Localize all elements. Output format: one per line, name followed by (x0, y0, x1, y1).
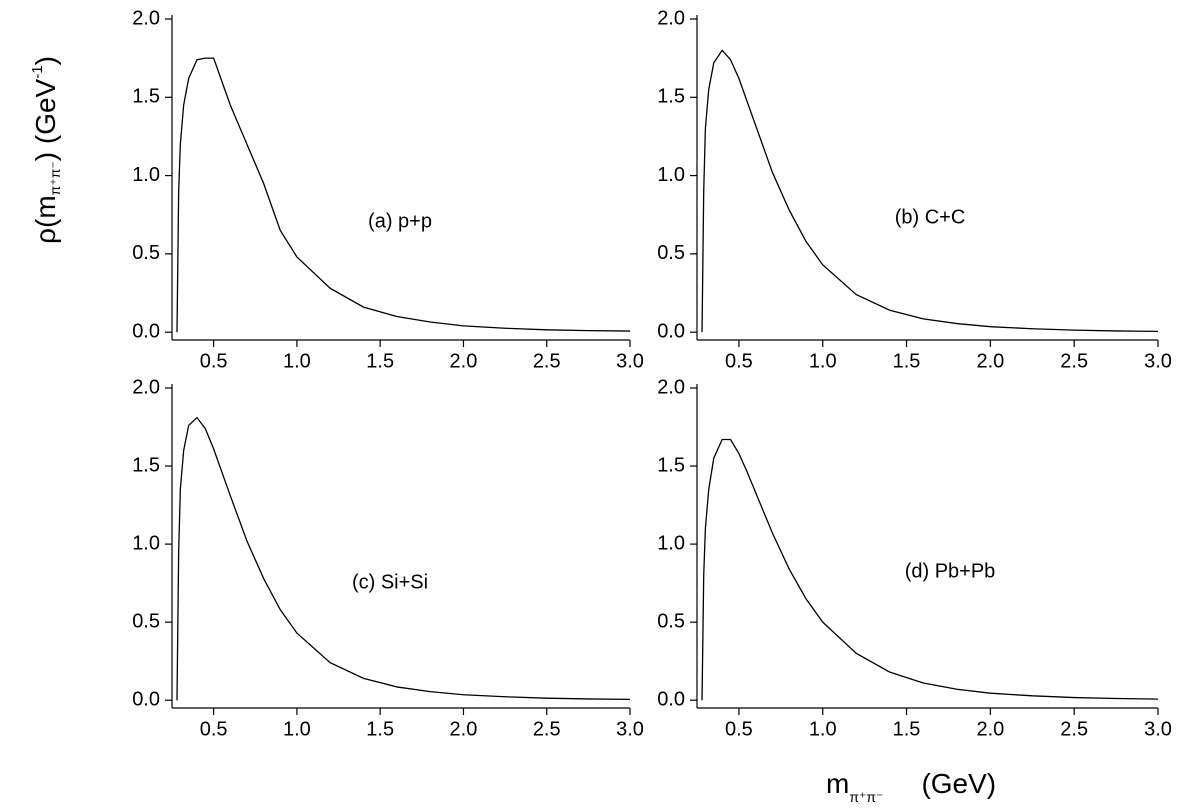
x-tick-label: 2.5 (1060, 718, 1088, 740)
x-tick-label: 2.0 (450, 718, 478, 740)
y-tick-label: 0.5 (657, 610, 685, 632)
y-tick-label: 1.5 (657, 86, 685, 108)
x-tick-label: 2.5 (533, 350, 561, 372)
data-line (176, 57, 631, 333)
x-tick-label: 2.0 (976, 350, 1004, 372)
y-tick-label: 1.0 (132, 532, 160, 554)
y-tick-label: 1.5 (657, 454, 685, 476)
x-tick-label: 2.0 (976, 718, 1004, 740)
y-tick-label: 2.0 (132, 7, 160, 29)
panel-annotation: (b) C+C (895, 206, 966, 228)
y-tick-label: 1.0 (657, 164, 685, 186)
y-tick-label: 0.0 (132, 688, 160, 710)
y-tick-label: 1.5 (132, 454, 160, 476)
y-tick-label: 0.5 (132, 610, 160, 632)
x-tick-label: 3.0 (616, 718, 644, 740)
y-axis-label: ρ(mπ⁺π⁻) (GeV-1) (29, 56, 63, 244)
y-tick-label: 2.0 (132, 376, 160, 398)
x-tick-label: 2.5 (1060, 350, 1088, 372)
x-tick-label: 1.5 (893, 718, 921, 740)
y-tick-label: 1.0 (657, 532, 685, 554)
x-tick-label: 1.5 (366, 718, 394, 740)
y-tick-label: 0.0 (657, 688, 685, 710)
x-tick-label: 1.0 (283, 718, 311, 740)
x-tick-label: 0.5 (200, 350, 228, 372)
data-line (176, 416, 631, 701)
data-line (701, 49, 1159, 333)
y-tick-label: 0.5 (657, 242, 685, 264)
y-tick-label: 2.0 (657, 376, 685, 398)
y-tick-label: 0.5 (132, 242, 160, 264)
y-tick-label: 1.0 (132, 164, 160, 186)
x-axis-label: mπ⁺π⁻ (GeV) (826, 768, 996, 804)
x-tick-label: 2.0 (450, 350, 478, 372)
x-tick-label: 1.0 (283, 350, 311, 372)
y-tick-label: 2.0 (657, 7, 685, 29)
x-tick-label: 1.0 (809, 718, 837, 740)
x-tick-label: 0.5 (725, 350, 753, 372)
y-tick-label: 1.5 (132, 86, 160, 108)
x-tick-label: 1.0 (809, 350, 837, 372)
panel-annotation: (c) Si+Si (352, 571, 428, 593)
data-line (701, 438, 1159, 701)
x-tick-label: 1.5 (366, 350, 394, 372)
x-tick-label: 0.5 (200, 718, 228, 740)
x-tick-label: 1.5 (893, 350, 921, 372)
x-tick-label: 3.0 (616, 350, 644, 372)
x-tick-label: 3.0 (1144, 350, 1172, 372)
x-tick-label: 2.5 (533, 718, 561, 740)
y-tick-label: 0.0 (657, 320, 685, 342)
panel-annotation: (a) p+p (368, 210, 432, 232)
y-tick-label: 0.0 (132, 320, 160, 342)
x-tick-label: 0.5 (725, 718, 753, 740)
x-tick-label: 3.0 (1144, 718, 1172, 740)
panel-annotation: (d) Pb+Pb (905, 560, 996, 582)
